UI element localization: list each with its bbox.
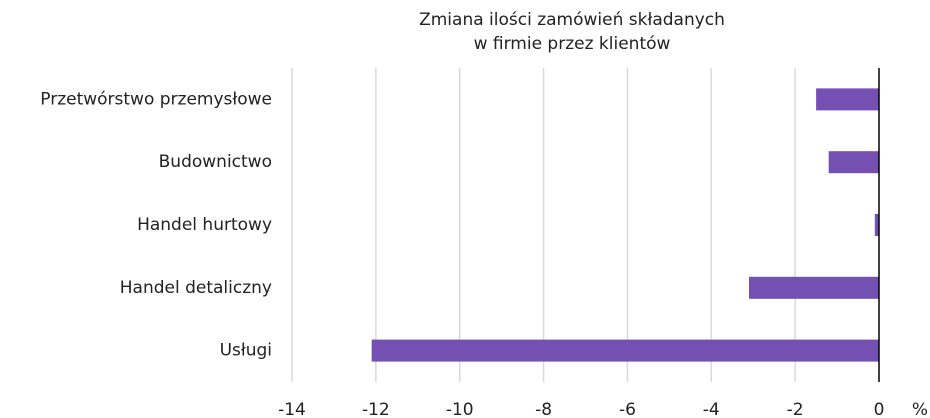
bar	[371, 339, 879, 362]
x-tick-label: 0	[874, 400, 885, 418]
y-tick-label: Przetwórstwo przemysłowe	[40, 89, 272, 109]
x-tick-label: -6	[619, 400, 636, 418]
x-tick-label: -8	[535, 400, 552, 418]
chart-title: Zmiana ilości zamówień składanych	[419, 10, 725, 30]
bar	[749, 276, 879, 299]
x-tick-label: -2	[787, 400, 804, 418]
bar	[874, 214, 879, 236]
y-tick-label: Handel detaliczny	[120, 278, 272, 298]
y-tick-label: Usługi	[220, 341, 272, 361]
x-tick-label: -4	[703, 400, 720, 418]
x-axis-unit: %	[912, 400, 928, 418]
y-tick-label: Handel hurtowy	[137, 215, 272, 235]
y-tick-label: Budownictwo	[159, 152, 272, 172]
bar	[816, 88, 879, 111]
x-tick-label: -14	[278, 400, 306, 418]
x-tick-label: -10	[446, 400, 474, 418]
bar	[828, 151, 879, 174]
chart-title: w firmie przez klientów	[474, 34, 671, 54]
x-tick-label: -12	[362, 400, 390, 418]
